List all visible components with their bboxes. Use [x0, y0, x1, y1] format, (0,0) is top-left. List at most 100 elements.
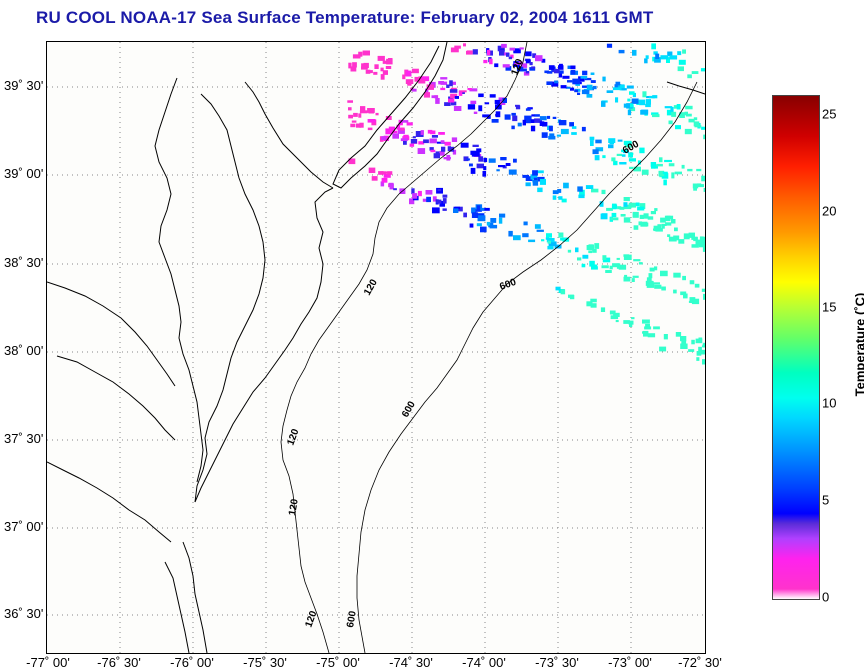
- sst-pixel: [520, 63, 528, 68]
- sst-pixel: [658, 170, 665, 177]
- sst-pixel: [425, 88, 429, 94]
- sst-pixel: [449, 89, 458, 93]
- sst-pixel: [442, 198, 447, 204]
- sst-pixel: [499, 213, 506, 218]
- sst-pixel: [674, 227, 678, 232]
- sst-pixel: [352, 62, 357, 68]
- sst-pixel: [450, 47, 459, 53]
- sst-pixel: [688, 118, 695, 123]
- sst-pixel: [508, 169, 517, 175]
- sst-pixel: [694, 283, 700, 288]
- sst-pixel: [527, 107, 533, 110]
- sst-pixel: [541, 239, 545, 242]
- sst-pixel: [688, 349, 695, 352]
- sst-pixel: [698, 346, 702, 352]
- sst-pixel: [586, 245, 594, 251]
- sst-pixel: [529, 62, 533, 66]
- sst-pixel: [668, 236, 677, 242]
- sst-pixel: [500, 157, 507, 161]
- sst-pixel: [638, 221, 642, 226]
- sst-pixel: [683, 293, 688, 299]
- sst-pixel: [469, 163, 473, 167]
- sst-pixel: [671, 219, 676, 224]
- sst-pixel: [575, 247, 579, 253]
- sst-pixel: [578, 76, 585, 82]
- sst-pixel: [689, 299, 697, 303]
- sst-pixel: [639, 147, 645, 154]
- sst-pixel: [541, 132, 548, 138]
- sst-pixel: [633, 259, 641, 262]
- sst-pixel: [463, 156, 469, 162]
- sst-pixel: [382, 70, 388, 75]
- sst-pixel: [484, 102, 490, 105]
- sst-pixel: [487, 49, 491, 56]
- sst-pixel: [667, 234, 671, 237]
- sst-pixel: [700, 68, 705, 72]
- sst-pixel: [691, 236, 698, 240]
- sst-pixel: [554, 68, 560, 74]
- sst-pixel: [586, 84, 593, 90]
- sst-pixel: [498, 165, 506, 168]
- sst-pixel: [396, 124, 401, 130]
- sst-pixel: [472, 49, 478, 55]
- sst-pixel: [385, 116, 392, 120]
- sst-pixel: [367, 127, 373, 131]
- sst-pixel: [356, 123, 362, 128]
- sst-pixel: [615, 81, 621, 86]
- sst-pixel: [525, 71, 530, 74]
- sst-pixel: [525, 59, 531, 64]
- lat-label: 37˚ 00': [4, 519, 44, 534]
- sst-pixel: [483, 166, 487, 171]
- sst-pixel: [523, 221, 528, 226]
- sst-pixel: [660, 55, 669, 60]
- sst-pixel: [600, 307, 606, 312]
- sst-pixel: [595, 139, 602, 144]
- sst-pixel: [348, 114, 353, 119]
- sst-pixel: [606, 43, 613, 48]
- sst-pixel: [650, 211, 656, 215]
- sst-pixel: [440, 77, 448, 80]
- sst-pixel: [437, 188, 442, 192]
- sst-pixel: [571, 126, 577, 129]
- sst-pixel: [703, 188, 705, 192]
- sst-pixel: [547, 115, 551, 119]
- sst-pixel: [661, 223, 667, 226]
- sst-pixel: [677, 66, 684, 72]
- sst-pixel: [695, 338, 703, 344]
- sst-pixel: [418, 79, 426, 84]
- sst-pixel: [547, 245, 554, 250]
- sst-pixel: [663, 179, 667, 186]
- sst-pixel: [642, 331, 649, 334]
- sst-pixel: [601, 101, 606, 107]
- sst-pixel: [411, 68, 419, 74]
- sst-pixel: [463, 43, 466, 47]
- sst-pixel: [377, 55, 385, 61]
- sst-pixel: [350, 66, 357, 72]
- sst-pixel: [567, 249, 572, 253]
- sst-pixel: [387, 171, 393, 175]
- sst-pixel: [673, 235, 680, 241]
- sst-map: 120 600 120 120 600 120 600 120 600: [46, 41, 706, 654]
- colorbar-tick: 15: [822, 299, 837, 315]
- sst-pixel: [681, 164, 685, 169]
- sst-pixel: [605, 270, 612, 273]
- sst-pixel: [505, 66, 512, 71]
- sst-pixel: [435, 151, 440, 157]
- sst-pixel: [669, 55, 678, 60]
- sst-pixel: [495, 104, 502, 110]
- sst-pixel: [347, 100, 353, 103]
- sst-pixel: [633, 225, 639, 230]
- sst-pixel: [519, 47, 524, 50]
- sst-pixel: [643, 213, 649, 219]
- sst-pixel: [392, 133, 399, 139]
- sst-pixel: [532, 180, 539, 186]
- sst-pixel: [530, 174, 538, 180]
- sst-pixel: [691, 71, 699, 74]
- sst-pixel: [591, 266, 598, 270]
- sst-pixel: [509, 47, 515, 51]
- sst-pixel: [525, 51, 532, 57]
- sst-pixel: [537, 187, 543, 193]
- sst-pixel: [629, 166, 633, 169]
- sst-pixel: [497, 45, 505, 52]
- lon-label: -77˚ 00': [26, 655, 70, 670]
